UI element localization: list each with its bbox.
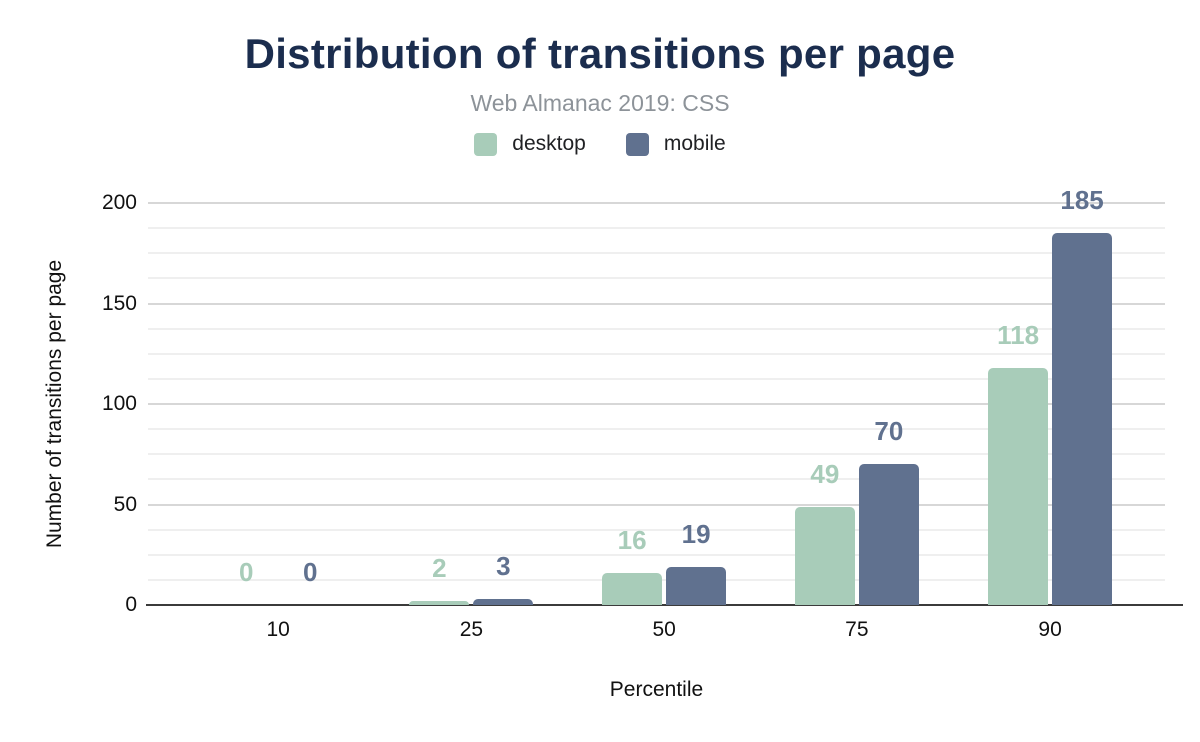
legend: desktop mobile <box>0 132 1200 156</box>
major-gridline <box>148 202 1165 204</box>
value-label-desktop-10: 0 <box>238 557 254 587</box>
bar-slot-desktop-25: 2 <box>409 203 470 605</box>
bar-desktop-75 <box>794 507 855 605</box>
minor-gridline <box>148 428 1165 431</box>
x-axis-title: Percentile <box>609 678 704 701</box>
bar-desktop-50 <box>602 573 663 605</box>
value-label-mobile-75: 70 <box>874 416 904 446</box>
value-label-mobile-25: 3 <box>496 551 511 581</box>
y-tick-label: 150 <box>101 291 137 315</box>
y-tick-label: 200 <box>101 191 137 214</box>
plot-area: Number of transitions per page Percentil… <box>43 187 1183 701</box>
bar-group-90: 118 185 <box>988 187 1113 605</box>
bar-desktop-25 <box>409 601 470 605</box>
value-label-mobile-10: 0 <box>302 557 318 587</box>
bar-slot-desktop-90: 118 <box>988 203 1049 605</box>
bar-slot-mobile-90: 185 <box>1052 187 1113 605</box>
minor-gridline <box>148 377 1165 380</box>
minor-gridline <box>148 553 1165 556</box>
major-gridline <box>148 302 1165 305</box>
legend-item-desktop: desktop <box>474 132 586 156</box>
legend-swatch-mobile <box>625 132 649 156</box>
minor-gridline <box>148 352 1165 355</box>
x-tick-label: 75 <box>845 618 869 641</box>
x-axis-line <box>146 604 1183 606</box>
value-label-mobile-90: 185 <box>1060 185 1104 215</box>
bar-desktop-90 <box>988 368 1049 605</box>
minor-gridline <box>148 327 1165 330</box>
major-gridline <box>148 503 1165 506</box>
minor-gridline <box>148 252 1165 255</box>
bar-slot-desktop-10: 0 <box>216 203 276 605</box>
legend-label-mobile: mobile <box>663 132 726 155</box>
legend-label-desktop: desktop <box>512 132 586 155</box>
major-gridline <box>148 403 1165 405</box>
chart-subtitle: Web Almanac 2019: CSS <box>470 90 730 116</box>
bar-slot-mobile-10: 0 <box>280 203 340 605</box>
y-tick-label: 100 <box>101 392 137 415</box>
bar-slot-mobile-25: 3 <box>473 203 534 605</box>
bar-mobile-90 <box>1052 233 1113 605</box>
y-axis-title: Number of transitions per page <box>43 259 66 549</box>
minor-gridline <box>148 277 1165 280</box>
value-label-mobile-50: 19 <box>681 519 711 549</box>
minor-gridline <box>148 227 1165 230</box>
value-label-desktop-75: 49 <box>810 459 840 489</box>
bar-slot-mobile-75: 70 <box>858 203 919 605</box>
y-tick-label: 0 <box>125 593 137 616</box>
x-tick-label: 25 <box>459 618 484 641</box>
bar-slot-mobile-50: 19 <box>666 203 727 605</box>
x-tick-label: 10 <box>266 618 290 641</box>
value-label-desktop-90: 118 <box>997 320 1040 350</box>
bar-mobile-50 <box>666 567 727 605</box>
value-label-desktop-50: 16 <box>617 525 647 555</box>
legend-swatch-desktop <box>474 132 498 156</box>
x-tick-label: 50 <box>652 618 676 641</box>
bar-slot-desktop-50: 16 <box>602 203 663 605</box>
bar-slot-desktop-75: 49 <box>794 203 855 605</box>
x-tick-label: 90 <box>1038 618 1062 641</box>
bar-group-50: 16 19 <box>602 203 727 605</box>
minor-gridline <box>148 528 1165 531</box>
y-tick-label: 50 <box>113 492 137 516</box>
bar-mobile-75 <box>858 464 919 605</box>
minor-gridline <box>148 478 1165 481</box>
chart-title: Distribution of transitions per page <box>244 30 956 77</box>
legend-item-mobile: mobile <box>625 132 726 156</box>
value-label-desktop-25: 2 <box>432 553 447 583</box>
minor-gridline <box>148 453 1165 456</box>
bar-mobile-25 <box>473 599 534 605</box>
bar-group-75: 49 70 <box>794 203 919 605</box>
